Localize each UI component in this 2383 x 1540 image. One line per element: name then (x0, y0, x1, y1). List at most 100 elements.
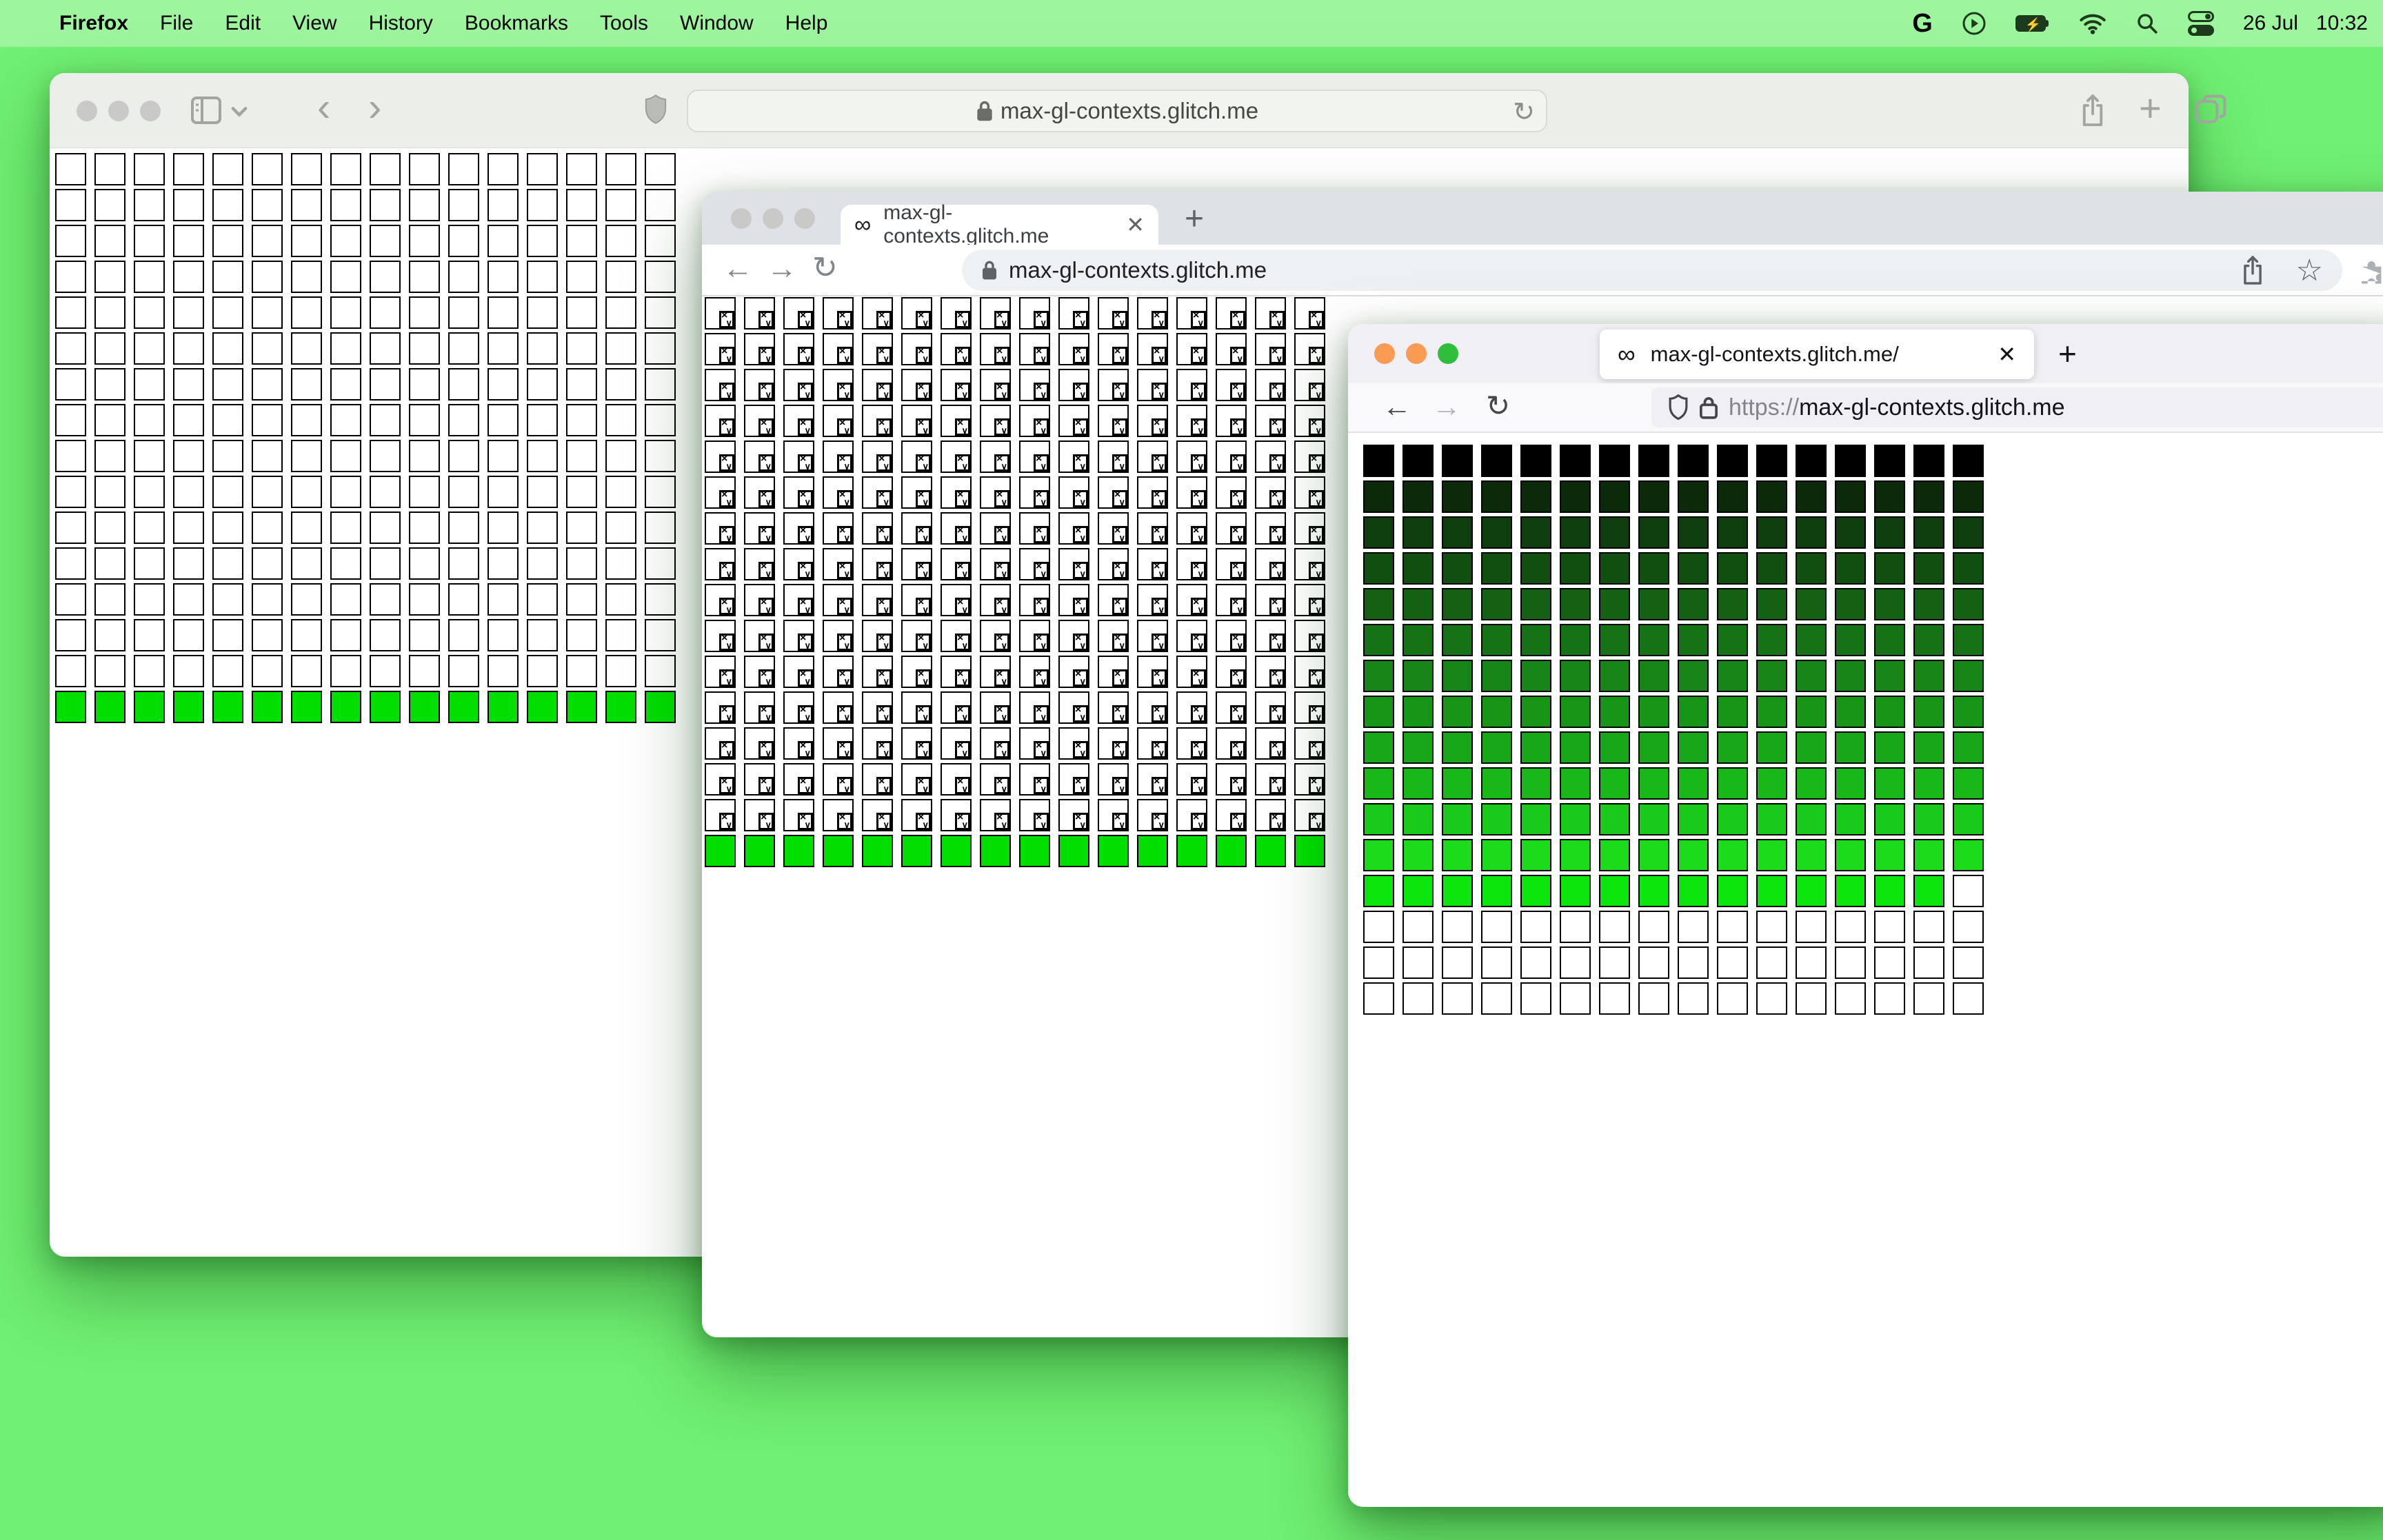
zoom-button[interactable] (1438, 343, 1458, 364)
canvas-cell: × ∨ (744, 548, 775, 580)
canvas-cell (173, 547, 204, 580)
chrome-active-tab[interactable]: ∞ max-gl-contexts.glitch.me ✕ (841, 201, 1158, 247)
canvas-cell (330, 225, 361, 257)
canvas-cell: × ∨ (901, 584, 932, 616)
safari-url-bar[interactable]: max-gl-contexts.glitch.me ↻ (687, 90, 1547, 132)
firefox-url-bar[interactable]: https://max-gl-contexts.glitch.me (1651, 387, 2383, 427)
shield-icon[interactable] (644, 94, 667, 125)
forward-icon[interactable]: → (767, 252, 797, 285)
canvas-cell (1363, 588, 1394, 620)
bookmark-star-icon[interactable]: ☆ (2295, 253, 2323, 287)
canvas-cell (1520, 911, 1551, 943)
canvas-cell: × ∨ (1255, 512, 1286, 545)
menu-item-firefox[interactable]: Firefox (59, 12, 129, 34)
canvas-cell (448, 261, 479, 293)
menu-bar-date: 26 Jul (2242, 12, 2298, 34)
canvas-cell (1835, 839, 1866, 871)
zoom-button[interactable] (794, 208, 815, 229)
canvas-cell: × ∨ (862, 584, 893, 616)
close-button[interactable] (731, 208, 752, 229)
battery-charging-icon[interactable]: ⚡ (2015, 15, 2050, 32)
extensions-puzzle-icon[interactable] (2357, 254, 2383, 286)
minimize-button[interactable] (108, 101, 129, 121)
shield-icon[interactable] (1668, 394, 1689, 421)
canvas-cell (527, 189, 558, 221)
canvas-cell (1913, 660, 1944, 692)
canvas-cell (1599, 767, 1630, 800)
canvas-cell: × ∨ (1098, 727, 1129, 760)
canvas-cell (1402, 911, 1434, 943)
canvas-cell (1717, 839, 1748, 871)
canvas-cell (173, 440, 204, 472)
forward-icon[interactable]: › (368, 85, 382, 130)
tab-overview-icon[interactable] (2194, 94, 2227, 127)
back-icon[interactable]: ← (723, 252, 753, 285)
canvas-cell (645, 225, 676, 257)
canvas-cell (1442, 660, 1473, 692)
minimize-button[interactable] (763, 208, 783, 229)
menu-item-bookmarks[interactable]: Bookmarks (464, 12, 568, 34)
zoom-button[interactable] (140, 101, 161, 121)
google-icon[interactable]: G (1912, 8, 1933, 38)
canvas-cell (448, 225, 479, 257)
menu-item-help[interactable]: Help (785, 12, 828, 34)
chrome-url-bar[interactable]: max-gl-contexts.glitch.me ☆ (962, 250, 2342, 291)
menu-item-edit[interactable]: Edit (225, 12, 261, 34)
menu-item-window[interactable]: Window (680, 12, 754, 34)
menu-item-tools[interactable]: Tools (599, 12, 648, 34)
canvas-cell: × ∨ (1098, 369, 1129, 401)
canvas-cell: × ∨ (1294, 369, 1325, 401)
lock-icon[interactable] (1700, 396, 1718, 419)
broken-image-icon: × ∨ (758, 633, 774, 651)
canvas-cell: × ∨ (1137, 512, 1168, 545)
share-icon[interactable] (2240, 254, 2266, 286)
broken-image-icon: × ∨ (916, 705, 931, 722)
reload-icon[interactable]: ↻ (812, 251, 838, 285)
canvas-cell: × ∨ (1019, 691, 1050, 724)
play-circle-icon[interactable] (1962, 11, 1987, 36)
reload-icon[interactable]: ↻ (1513, 98, 1535, 127)
new-tab-button[interactable]: + (2058, 336, 2077, 372)
broken-image-icon: × ∨ (1034, 489, 1049, 507)
canvas-cell: × ∨ (1294, 799, 1325, 831)
canvas-cell (409, 225, 440, 257)
search-icon[interactable] (2135, 12, 2159, 35)
sidebar-icon[interactable] (191, 97, 221, 124)
reload-icon[interactable]: ↻ (1486, 389, 1511, 422)
chevron-down-icon[interactable] (230, 103, 248, 119)
canvas-cell (94, 691, 125, 723)
canvas-cell: × ∨ (941, 512, 972, 545)
canvas-cell (1835, 911, 1866, 943)
broken-image-icon: × ∨ (1073, 561, 1088, 579)
canvas-cell (1756, 588, 1787, 620)
canvas-cell (1678, 911, 1709, 943)
close-button[interactable] (1374, 343, 1395, 364)
canvas-cell (212, 440, 243, 472)
canvas-cell: × ∨ (862, 369, 893, 401)
control-center-icon[interactable] (2187, 11, 2214, 36)
new-tab-button[interactable]: + (1185, 201, 1205, 237)
back-icon[interactable]: ← (1382, 390, 1411, 423)
canvas-cell (605, 225, 636, 257)
new-tab-icon[interactable]: + (2139, 86, 2162, 130)
canvas-cell (1560, 875, 1591, 907)
minimize-button[interactable] (1406, 343, 1427, 364)
menu-item-view[interactable]: View (292, 12, 337, 34)
canvas-cell (527, 225, 558, 257)
back-icon[interactable]: ‹ (317, 85, 331, 130)
canvas-cell (1913, 696, 1944, 728)
tab-close-icon[interactable]: ✕ (1126, 212, 1145, 237)
canvas-cell (330, 619, 361, 651)
forward-icon[interactable]: → (1432, 390, 1461, 423)
broken-image-icon: × ∨ (1152, 561, 1167, 579)
wifi-icon[interactable] (2079, 12, 2107, 34)
canvas-cell (487, 476, 519, 508)
close-button[interactable] (77, 101, 97, 121)
firefox-active-tab[interactable]: ∞ max-gl-contexts.glitch.me/ ✕ (1600, 330, 2034, 379)
menu-item-file[interactable]: File (160, 12, 194, 34)
broken-image-icon: × ∨ (1269, 310, 1285, 328)
share-icon[interactable] (2078, 92, 2107, 128)
menu-item-history[interactable]: History (368, 12, 433, 34)
tab-close-icon[interactable]: ✕ (1998, 342, 2016, 367)
canvas-cell (1599, 696, 1630, 728)
